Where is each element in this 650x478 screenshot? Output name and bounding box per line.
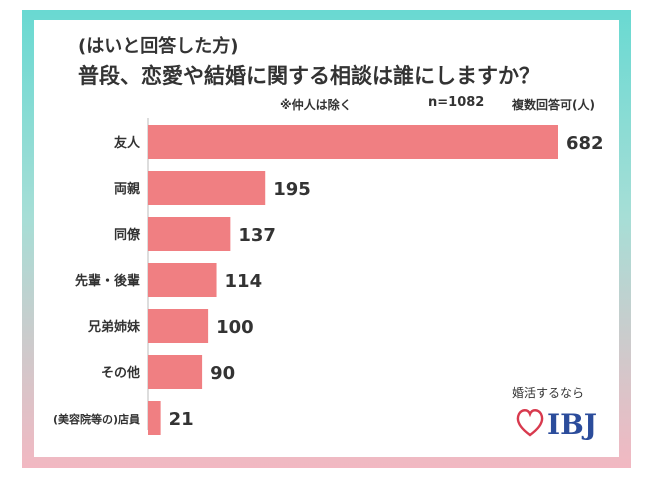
chart-subtitle: (はいと回答した方) [78, 36, 239, 57]
value-label-1: 195 [273, 179, 311, 200]
category-label-1: 両親 [114, 181, 140, 197]
ibj-logo: IBJ [516, 408, 597, 440]
chart-note: ※仲人は除く [280, 98, 352, 112]
bar-6 [148, 401, 161, 435]
unit-label: 複数回答可(人) [512, 98, 595, 112]
value-label-0: 682 [566, 133, 604, 154]
bar-3 [148, 263, 217, 297]
chart-title: 普段、恋愛や結婚に関する相談は誰にしますか？ [78, 64, 540, 88]
bar-4 [148, 309, 209, 343]
value-label-3: 114 [225, 271, 263, 292]
category-label-0: 友人 [114, 135, 141, 151]
category-label-4: 兄弟姉妹 [87, 319, 141, 335]
value-label-2: 137 [238, 225, 276, 246]
chart-panel [34, 20, 619, 457]
bar-0 [148, 125, 558, 159]
value-label-6: 21 [169, 409, 194, 430]
brand-tagline: 婚活するなら [512, 386, 585, 400]
sample-size-label: n=1082 [428, 95, 485, 110]
heart-icon [516, 409, 544, 437]
bar-5 [148, 355, 203, 389]
value-label-5: 90 [210, 363, 235, 384]
category-label-6: (美容院等の)店員 [53, 412, 140, 426]
bar-1 [148, 171, 266, 205]
bar-2 [148, 217, 231, 251]
category-label-2: 同僚 [114, 227, 141, 243]
value-label-4: 100 [216, 317, 254, 338]
category-label-5: その他 [101, 365, 140, 381]
logo-text: IBJ [547, 408, 597, 440]
category-label-3: 先輩・後輩 [75, 273, 140, 289]
